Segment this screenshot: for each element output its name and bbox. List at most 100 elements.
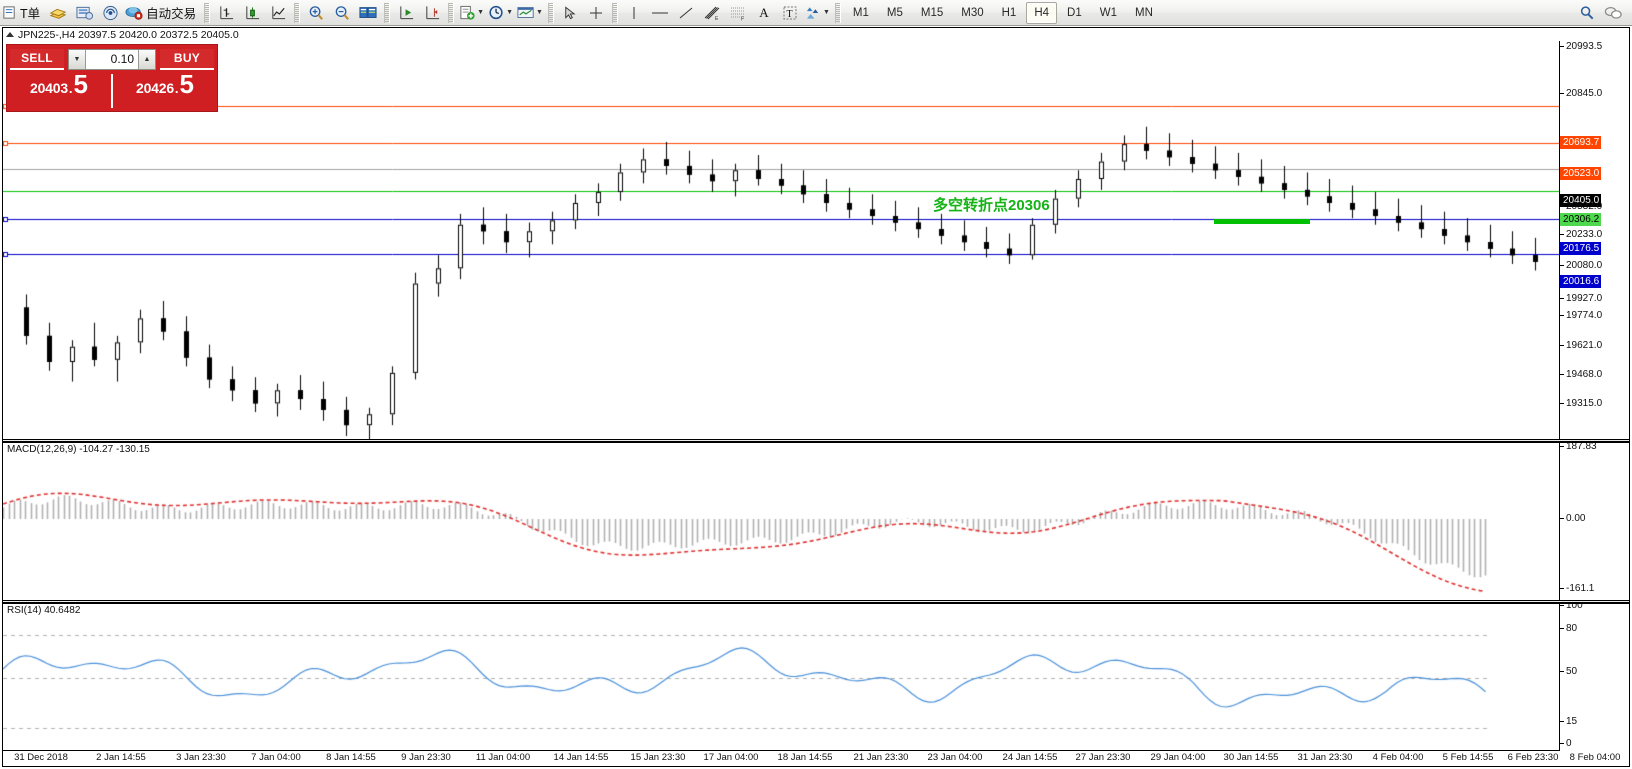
rsi-label: RSI(14) 40.6482 (7, 605, 81, 616)
price-axis-tick: 19621.0 (1560, 340, 1602, 351)
book-icon[interactable] (46, 1, 70, 25)
buy-price[interactable]: 20426 . 5 (113, 71, 217, 111)
chart-window[interactable]: JPN225-,H4 20397.5 20420.0 20372.5 20405… (2, 27, 1630, 767)
shapes-icon[interactable]: ▼ (804, 1, 831, 25)
rsi-axis-tick: 0 (1560, 738, 1572, 749)
crosshair-icon[interactable] (584, 1, 608, 25)
rsi-axis-tick: 80 (1560, 623, 1577, 634)
chart-title-text: JPN225-,H4 20397.5 20420.0 20372.5 20405… (18, 28, 239, 41)
price-axis-tick: 20532.0 (1560, 201, 1602, 212)
timeframe-h1[interactable]: H1 (1001, 6, 1017, 19)
template-icon[interactable]: ▼ (516, 1, 544, 25)
macd-label: MACD(12,26,9) -104.27 -130.15 (7, 444, 150, 455)
autotrading-button[interactable]: 自动交易 (124, 1, 200, 25)
rsi-pane[interactable]: RSI(14) 40.6482 100 80 50 15 0 (3, 603, 1629, 751)
chevron-down-icon-2[interactable]: ▼ (506, 9, 514, 16)
buy-button[interactable]: BUY (160, 48, 214, 70)
toolbar-separator (204, 2, 211, 23)
vertical-line-icon[interactable] (622, 1, 646, 25)
sell-button[interactable]: SELL (10, 48, 64, 70)
broadcast-icon[interactable] (98, 1, 122, 25)
candlestick-icon[interactable] (240, 1, 264, 25)
indicator-add-icon[interactable]: ▼ (458, 1, 485, 25)
price-axis-tick: 19774.0 (1560, 310, 1602, 321)
horizontal-line-icon[interactable] (648, 1, 672, 25)
svg-text:E: E (715, 16, 719, 21)
price-pane[interactable]: 多空转折点20306 20993.5 20845.0 20693.7 20523.0 2… (3, 41, 1629, 439)
clock-icon[interactable]: ▼ (487, 1, 514, 25)
chevron-down-icon-3[interactable]: ▼ (536, 9, 543, 16)
time-axis[interactable]: 31 Dec 2018 2 Jan 14:55 3 Jan 23:30 7 Jan 0… (3, 750, 1629, 766)
tile-windows-icon[interactable] (356, 1, 380, 25)
time-axis-label: 3 Jan 23:30 (176, 752, 226, 763)
time-axis-label: 4 Feb 04:00 (1372, 752, 1424, 763)
time-axis-label: 17 Jan 04:00 (703, 752, 759, 763)
timeframe-mn[interactable]: MN (1134, 6, 1153, 19)
sell-price-integer: 20403 (29, 80, 68, 96)
chevron-down-icon[interactable]: ▼ (477, 9, 485, 16)
time-axis-label: 5 Feb 14:55 (1442, 752, 1494, 763)
chart-header: JPN225-,H4 20397.5 20420.0 20372.5 20405… (3, 28, 1629, 41)
time-axis-label: 24 Jan 14:55 (1002, 752, 1058, 763)
toolbar-separator-7 (834, 2, 841, 23)
chat-bubbles-icon[interactable] (1601, 1, 1625, 25)
toolbar-separator-5 (547, 2, 554, 23)
price-axis-tick: 20233.0 (1560, 229, 1602, 240)
timeframe-d1[interactable]: D1 (1067, 6, 1082, 19)
time-axis-label: 8 Feb 04:00 (1569, 752, 1621, 763)
price-axis[interactable]: 20993.5 20845.0 20693.7 20523.0 20405.0 20532… (1559, 41, 1629, 439)
time-axis-label: 29 Jan 04:00 (1150, 752, 1206, 763)
trade-controls-row: SELL ▼ 0.10 ▲ BUY (7, 45, 217, 71)
timeframe-m15[interactable]: M15 (920, 6, 944, 19)
one-click-trading-panel[interactable]: SELL ▼ 0.10 ▲ BUY 20403 . 5 20426 . (6, 44, 218, 112)
pane-separator-2[interactable] (3, 600, 1629, 603)
time-axis-label: 7 Jan 04:00 (251, 752, 301, 763)
timeframe-w1[interactable]: W1 (1099, 6, 1117, 19)
sell-price[interactable]: 20403 . 5 (7, 71, 111, 111)
chart-shift-icon[interactable] (420, 1, 444, 25)
auto-scroll-icon[interactable] (394, 1, 418, 25)
timeframe-h4[interactable]: H4 (1026, 1, 1058, 24)
volume-down-icon[interactable]: ▼ (69, 49, 86, 69)
toolbar-right-group (1574, 1, 1632, 25)
new-order-label: T单 (20, 7, 41, 21)
time-axis-label: 31 Dec 2018 (14, 752, 68, 763)
zoom-in-icon[interactable] (304, 1, 328, 25)
svg-text:F: F (741, 16, 744, 21)
timeframe-m1[interactable]: M1 (852, 6, 869, 19)
chevron-down-icon-4[interactable]: ▼ (822, 9, 830, 16)
buy-price-fraction: 5 (179, 69, 195, 99)
rsi-axis-tick: 50 (1560, 666, 1577, 677)
text-label-icon[interactable]: T (778, 1, 802, 25)
magnifier-icon[interactable] (1575, 1, 1599, 25)
svg-text:T: T (786, 9, 792, 20)
timeframe-m30[interactable]: M30 (961, 6, 984, 19)
arrow-cursor-icon[interactable] (558, 1, 582, 25)
time-axis-label: 30 Jan 14:55 (1223, 752, 1279, 763)
macd-axis-tick: -161.1 (1560, 583, 1594, 594)
volume-up-icon[interactable]: ▲ (138, 49, 155, 69)
line-chart-icon[interactable] (266, 1, 290, 25)
bar-chart-icon[interactable] (214, 1, 238, 25)
support-segment (1214, 219, 1310, 224)
toolbar-separator-3 (384, 2, 391, 23)
volume-value[interactable]: 0.10 (110, 52, 134, 66)
macd-axis[interactable]: 187.83 0.00 -161.1 (1559, 443, 1629, 600)
timeframe-m5[interactable]: M5 (886, 6, 903, 19)
macd-pane[interactable]: MACD(12,26,9) -104.27 -130.15 187.83 0.00… (3, 442, 1629, 600)
annotation-label: 多空转折点20306 (933, 197, 1050, 214)
zoom-out-icon[interactable] (330, 1, 354, 25)
rsi-axis[interactable]: 100 80 50 15 0 (1559, 604, 1629, 751)
window-icon[interactable] (72, 1, 96, 25)
channel-icon[interactable]: E (700, 1, 724, 25)
volume-stepper[interactable]: ▼ 0.10 ▲ (68, 48, 156, 70)
time-axis-label: 6 Feb 23:30 (1507, 752, 1559, 763)
text-a-icon[interactable]: A (759, 4, 769, 20)
price-axis-tick: 20080.0 (1560, 260, 1602, 271)
fibonacci-icon[interactable]: F (726, 1, 750, 25)
pane-separator-1[interactable] (3, 439, 1629, 442)
time-axis-label: 31 Jan 23:30 (1297, 752, 1353, 763)
time-axis-label: 8 Jan 14:55 (326, 752, 376, 763)
new-order-button[interactable]: T单 (1, 1, 44, 25)
trendline-icon[interactable] (674, 1, 698, 25)
